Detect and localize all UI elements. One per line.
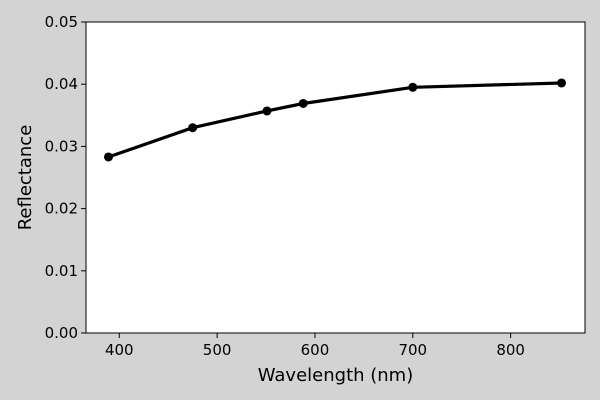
plot-area (86, 22, 585, 333)
x-tick-label: 400 (105, 341, 134, 359)
series-line (106, 81, 564, 159)
x-tick-label: 500 (203, 341, 232, 359)
y-axis-title: Reflectance (15, 125, 36, 231)
series-layer (104, 78, 567, 162)
data-point (188, 123, 198, 133)
data-point (557, 78, 567, 88)
y-tick-label: 0.02 (45, 200, 78, 218)
y-tick-label: 0.00 (45, 324, 78, 342)
x-tick-label: 600 (301, 341, 330, 359)
x-axis-title: Wavelength (nm) (258, 365, 414, 386)
x-tick-label: 700 (398, 341, 427, 359)
x-axis-ticks: 400 500 600 700 800 (105, 333, 525, 359)
data-point (262, 106, 272, 116)
y-axis-ticks: 0.00 0.01 0.02 0.03 0.04 0.05 (45, 13, 86, 342)
x-tick-label: 800 (496, 341, 525, 359)
y-tick-label: 0.04 (45, 75, 78, 93)
data-point (298, 98, 308, 108)
y-tick-label: 0.01 (45, 262, 78, 280)
y-tick-label: 0.05 (45, 13, 78, 31)
data-point (408, 82, 418, 92)
y-tick-label: 0.03 (45, 137, 78, 155)
data-point (104, 152, 114, 162)
plot-frame (85, 21, 586, 334)
